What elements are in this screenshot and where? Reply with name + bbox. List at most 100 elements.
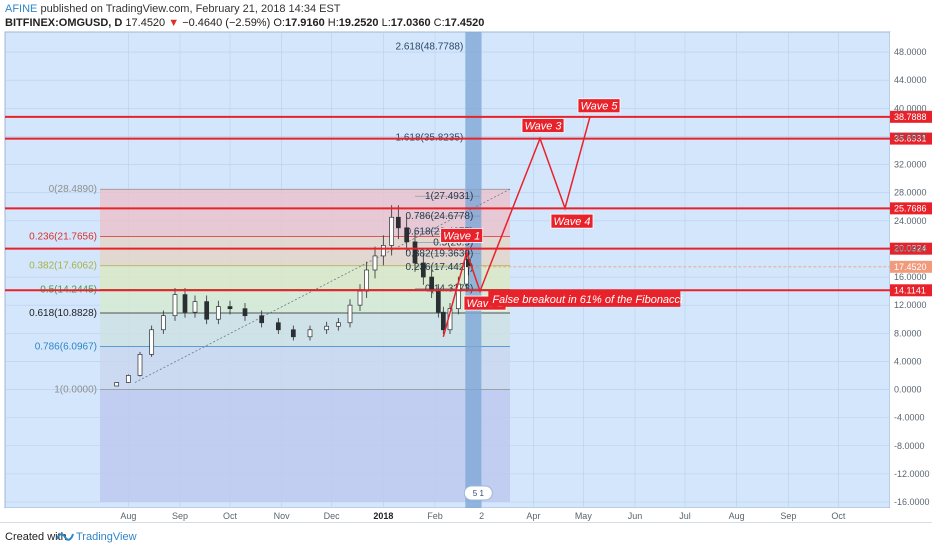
last-price: 17.4520: [125, 17, 166, 29]
footer: Created with TradingView: [0, 522, 932, 551]
candle-body: [372, 255, 378, 271]
y-tick-label: 32.0000: [894, 160, 927, 170]
y-tick-label: 40.0000: [894, 103, 927, 113]
last-price-label: 17.4520: [894, 262, 927, 272]
fib-inner-label: 0.5(20.9): [433, 238, 473, 249]
ohlc-line: BITFINEX:OMGUSD, D 17.4520 ▼ −0.4640 (−2…: [5, 17, 484, 29]
created-with-label: Created with: [5, 531, 67, 543]
candle-body: [114, 382, 120, 387]
candle-body: [259, 315, 265, 324]
last-price-tag: [890, 260, 932, 273]
candle-body: [242, 308, 248, 317]
candle-body: [357, 290, 363, 306]
candle-body: [347, 304, 353, 324]
y-tick-label: 0.0000: [894, 385, 922, 395]
open-value: 17.9160: [284, 17, 325, 29]
fib-band: [100, 289, 510, 314]
fib-level-label: 0.786(6.0967): [35, 342, 97, 353]
y-tick-label: 28.0000: [894, 188, 927, 198]
wave-label-box: [440, 228, 484, 243]
fib-extension-label: 2.618(48.7788): [395, 42, 463, 53]
x-tick-label: Aug: [729, 511, 745, 521]
tradingview-brand[interactable]: TradingView: [76, 531, 137, 543]
price-chart[interactable]: 0(28.4890) 0.236(21.7656) 0.382(17.6062) 0.…: [0, 30, 932, 522]
y-tick-label: 8.0000: [894, 328, 922, 338]
x-tick-label: Jun: [628, 511, 643, 521]
fib-level-label: 0.236(21.7656): [29, 231, 97, 242]
candle-body: [172, 294, 178, 317]
resistance-price-label: 25.7686: [894, 203, 927, 213]
candle-body: [335, 322, 341, 327]
resistance-price-label: 38.7888: [894, 112, 927, 122]
candle-body: [380, 245, 386, 257]
event-badge-icon: [463, 485, 493, 501]
x-tick-label: 2: [479, 511, 484, 521]
candle-body: [290, 329, 296, 338]
y-tick-label: 20.0000: [894, 244, 927, 254]
wave-label-box: [577, 98, 621, 114]
wave-label: Wave 3: [524, 121, 562, 133]
x-tick-label: Sep: [172, 511, 188, 521]
fib-band: [100, 346, 510, 390]
wave-label-box: [550, 213, 594, 229]
publisher-user[interactable]: AFINE: [5, 3, 38, 15]
y-tick-label: -12.0000: [894, 469, 930, 479]
y-tick-label: -16.0000: [894, 497, 930, 507]
candle-body: [395, 216, 401, 229]
y-tick-label: 24.0000: [894, 216, 927, 226]
resistance-price-label: 14.1141: [894, 285, 926, 295]
fib-band: [100, 265, 510, 290]
candle-body: [215, 306, 221, 320]
fib-band-extension: [100, 389, 510, 502]
x-tick-label: Nov: [274, 511, 291, 521]
y-tick-label: 36.0000: [894, 131, 927, 141]
candle-body: [227, 306, 233, 310]
fib-level-label: 0(28.4890): [49, 184, 97, 195]
wave-label: Wave 4: [553, 216, 590, 228]
candle-body: [149, 329, 155, 355]
resistance-price-tag: [890, 110, 932, 123]
price-change: −0.4640 (−2.59%): [182, 17, 271, 29]
candle-body: [324, 325, 330, 331]
fib-inner-label: 0.786(24.6778): [405, 211, 473, 222]
x-tick-label: Apr: [526, 511, 540, 521]
resistance-price-tag: [890, 242, 932, 255]
annotation-box: [488, 290, 681, 307]
candle-body: [364, 269, 370, 292]
price-axis[interactable]: 48.0000 44.0000 40.0000 36.0000 32.0000 28.00…: [894, 47, 930, 507]
fib-level-label: 0.618(10.8828): [29, 308, 97, 319]
fib-inner-label: 0(14.3373): [425, 284, 473, 295]
publisher-line: AFINE published on TradingView.com, Febr…: [5, 3, 341, 15]
resistance-price-tag: [890, 202, 932, 215]
candle-body: [404, 227, 410, 243]
y-tick-label: 44.0000: [894, 75, 927, 85]
y-tick-label: -8.0000: [894, 441, 925, 451]
candle-body: [389, 216, 395, 246]
y-tick-label: 4.0000: [894, 356, 922, 366]
fib-inner-label: 0.236(17.4425): [405, 262, 473, 273]
fibonacci-retracement: 0(28.4890) 0.236(21.7656) 0.382(17.6062) 0.…: [29, 32, 511, 508]
time-axis[interactable]: Aug Sep Oct Nov Dec 2018 Feb 2 Apr May Jun Jul Aug Se…: [120, 511, 846, 521]
publish-info: published on TradingView.com, February 2…: [40, 3, 341, 15]
candle-body: [192, 301, 198, 313]
y-tick-label: -4.0000: [894, 413, 925, 423]
change-arrow-icon: ▼: [168, 17, 180, 29]
time-axis-background: [5, 508, 932, 522]
fib-inner-label: 1(27.4931): [425, 191, 473, 202]
x-tick-label: 2018: [373, 511, 393, 521]
candle-body: [429, 276, 435, 292]
elliott-wave-path: [442, 116, 591, 337]
y-tick-label: 12.0000: [894, 300, 927, 310]
resistance-price-label: 35.6931: [894, 134, 927, 144]
candle-body: [160, 315, 166, 331]
candle-body: [204, 301, 210, 320]
low-label: L:: [381, 17, 391, 29]
annotation-text: False breakout in 61% of the Fibonacci: [492, 294, 683, 306]
x-tick-label: Oct: [831, 511, 846, 521]
wave-label-box: [521, 118, 565, 133]
close-value: 17.4520: [444, 17, 485, 29]
resistance-price-tag: [890, 132, 932, 145]
fib-level-label: 0.382(17.6062): [29, 261, 97, 272]
x-tick-label: Jul: [679, 511, 691, 521]
open-label: O:: [273, 17, 285, 29]
